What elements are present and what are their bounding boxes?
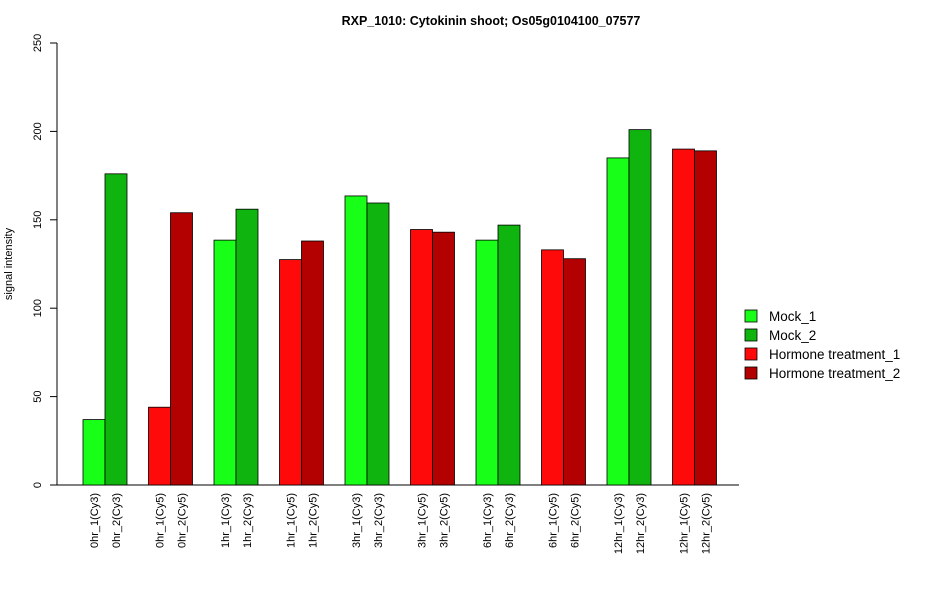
bar xyxy=(410,229,433,486)
legend-swatch xyxy=(744,309,758,323)
y-axis-label: signal intensity xyxy=(3,227,15,300)
bar xyxy=(301,240,324,486)
bar xyxy=(672,148,695,486)
legend-label: Hormone treatment_2 xyxy=(769,366,900,381)
bar xyxy=(82,419,106,486)
x-tick-label: 6hr_1(Cy5) xyxy=(548,493,560,548)
legend-label: Mock_1 xyxy=(769,309,816,324)
bars-group xyxy=(82,129,717,486)
y-tick-label: 250 xyxy=(32,34,44,52)
bar xyxy=(170,212,193,486)
legend-swatch xyxy=(744,366,758,380)
bar xyxy=(148,406,171,486)
x-tick-label: 1hr_1(Cy5) xyxy=(286,493,298,548)
x-tick-label: 0hr_1(Cy5) xyxy=(155,493,167,548)
x-tick-label: 1hr_2(Cy3) xyxy=(242,493,254,548)
bar xyxy=(235,208,259,486)
legend-swatch xyxy=(744,347,758,361)
x-tick-label: 12hr_2(Cy5) xyxy=(701,493,713,554)
bar xyxy=(497,224,521,486)
y-axis: 0 50 100 150 200 250 xyxy=(32,34,58,488)
bar xyxy=(213,239,237,486)
x-tick-label: 1hr_2(Cy5) xyxy=(308,493,320,548)
x-tick-label: 3hr_1(Cy3) xyxy=(351,493,363,548)
x-tick-label: 3hr_2(Cy5) xyxy=(439,493,451,548)
bar xyxy=(104,173,128,486)
bar xyxy=(541,249,564,486)
bar xyxy=(344,195,368,486)
x-tick-label: 3hr_1(Cy5) xyxy=(417,493,429,548)
x-tick-labels: 0hr_1(Cy3) 0hr_2(Cy3) 0hr_1(Cy5) 0hr_2(Cy5)… xyxy=(89,493,713,554)
x-tick-label: 0hr_2(Cy3) xyxy=(111,493,123,548)
x-tick-label: 0hr_1(Cy3) xyxy=(89,493,101,548)
bar xyxy=(366,202,390,486)
x-tick-label: 6hr_2(Cy5) xyxy=(570,493,582,548)
legend-swatch xyxy=(744,328,758,342)
bar xyxy=(628,129,652,486)
x-tick-label: 6hr_1(Cy3) xyxy=(482,493,494,548)
chart-title: RXP_1010: Cytokinin shoot; Os05g0104100_… xyxy=(342,14,641,28)
x-tick-label: 0hr_2(Cy5) xyxy=(177,493,189,548)
x-tick-label: 6hr_2(Cy3) xyxy=(504,493,516,548)
y-tick-label: 50 xyxy=(32,390,44,402)
bar xyxy=(606,157,630,486)
y-tick-label: 100 xyxy=(32,299,44,317)
y-tick-label: 200 xyxy=(32,122,44,140)
legend-label: Mock_2 xyxy=(769,328,816,343)
bar xyxy=(475,239,499,486)
x-tick-label: 3hr_2(Cy3) xyxy=(373,493,385,548)
bar xyxy=(694,150,717,486)
legend: Mock_1 Mock_2 Hormone treatment_1 Hormone t… xyxy=(744,309,900,381)
x-tick-label: 12hr_1(Cy3) xyxy=(613,493,625,554)
legend-label: Hormone treatment_1 xyxy=(769,347,900,362)
y-tick-label: 0 xyxy=(32,482,44,488)
x-tick-label: 12hr_1(Cy5) xyxy=(679,493,691,554)
bar xyxy=(432,231,455,486)
bar xyxy=(563,258,586,486)
bar xyxy=(279,259,302,486)
y-tick-label: 150 xyxy=(32,211,44,229)
x-tick-label: 1hr_1(Cy3) xyxy=(220,493,232,548)
x-tick-label: 12hr_2(Cy3) xyxy=(635,493,647,554)
